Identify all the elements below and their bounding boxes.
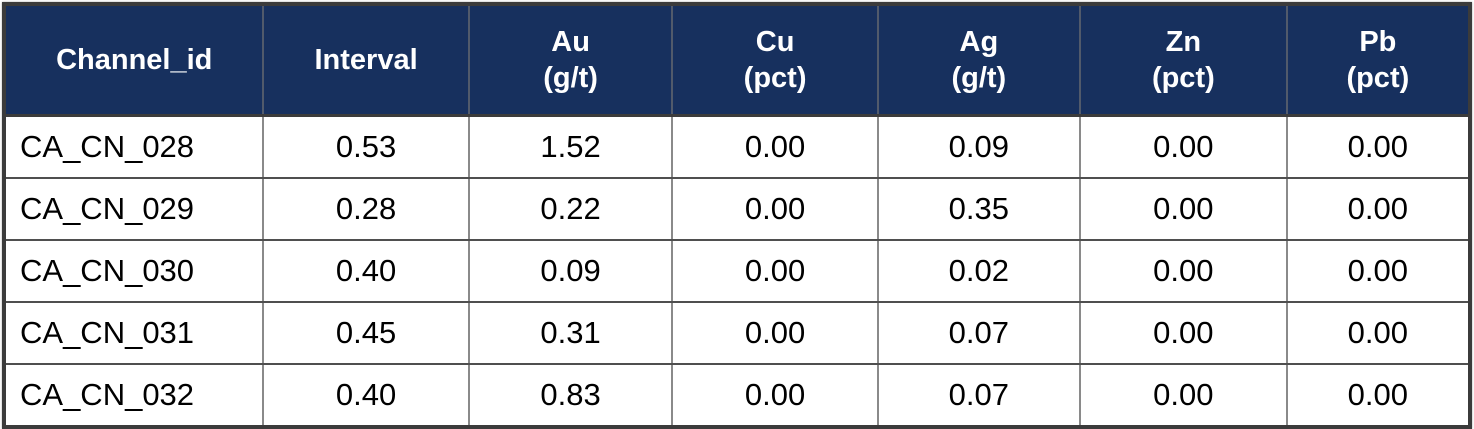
cell-ag: 0.07 [876,301,1082,365]
column-header-zn: Zn (pct) [1079,4,1288,117]
header-row: Channel_id Interval Au (g/t) Cu (pct) Ag… [4,4,1470,117]
cell-cu: 0.00 [671,177,879,241]
column-header-channel-id: Channel_id [4,4,265,117]
cell-zn: 0.00 [1079,114,1288,179]
cell-channel-id: CA_CN_030 [4,239,265,303]
cell-interval: 0.28 [262,177,470,241]
column-header-cu: Cu (pct) [671,4,879,117]
cell-au: 1.52 [467,114,674,179]
cell-interval: 0.53 [262,114,470,179]
cell-channel-id: CA_CN_028 [4,114,265,179]
cell-cu: 0.00 [671,239,879,303]
cell-interval: 0.40 [262,363,470,428]
cell-ag: 0.09 [876,114,1082,179]
cell-interval: 0.45 [262,301,470,365]
cell-channel-id: CA_CN_029 [4,177,265,241]
cell-channel-id: CA_CN_032 [4,363,265,428]
table-row: CA_CN_032 0.40 0.83 0.00 0.07 0.00 0.00 [4,363,1470,428]
table-header: Channel_id Interval Au (g/t) Cu (pct) Ag… [4,4,1470,117]
column-header-ag: Ag (g/t) [876,4,1082,117]
cell-pb: 0.00 [1285,363,1470,428]
cell-pb: 0.00 [1285,301,1470,365]
cell-cu: 0.00 [671,363,879,428]
cell-ag: 0.07 [876,363,1082,428]
cell-zn: 0.00 [1079,301,1288,365]
cell-au: 0.09 [467,239,674,303]
table-row: CA_CN_030 0.40 0.09 0.00 0.02 0.00 0.00 [4,239,1470,303]
table-row: CA_CN_029 0.28 0.22 0.00 0.35 0.00 0.00 [4,177,1470,241]
table-row: CA_CN_031 0.45 0.31 0.00 0.07 0.00 0.00 [4,301,1470,365]
cell-cu: 0.00 [671,301,879,365]
cell-zn: 0.00 [1079,363,1288,428]
cell-au: 0.83 [467,363,674,428]
cell-au: 0.22 [467,177,674,241]
cell-pb: 0.00 [1285,114,1470,179]
cell-cu: 0.00 [671,114,879,179]
column-header-au: Au (g/t) [467,4,674,117]
cell-interval: 0.40 [262,239,470,303]
table-row: CA_CN_028 0.53 1.52 0.00 0.09 0.00 0.00 [4,114,1470,179]
cell-pb: 0.00 [1285,177,1470,241]
cell-zn: 0.00 [1079,177,1288,241]
cell-zn: 0.00 [1079,239,1288,303]
column-header-pb: Pb (pct) [1285,4,1470,117]
cell-au: 0.31 [467,301,674,365]
cell-ag: 0.02 [876,239,1082,303]
cell-pb: 0.00 [1285,239,1470,303]
table-body: CA_CN_028 0.53 1.52 0.00 0.09 0.00 0.00 … [4,114,1470,428]
column-header-interval: Interval [262,4,470,117]
cell-channel-id: CA_CN_031 [4,301,265,365]
cell-ag: 0.35 [876,177,1082,241]
